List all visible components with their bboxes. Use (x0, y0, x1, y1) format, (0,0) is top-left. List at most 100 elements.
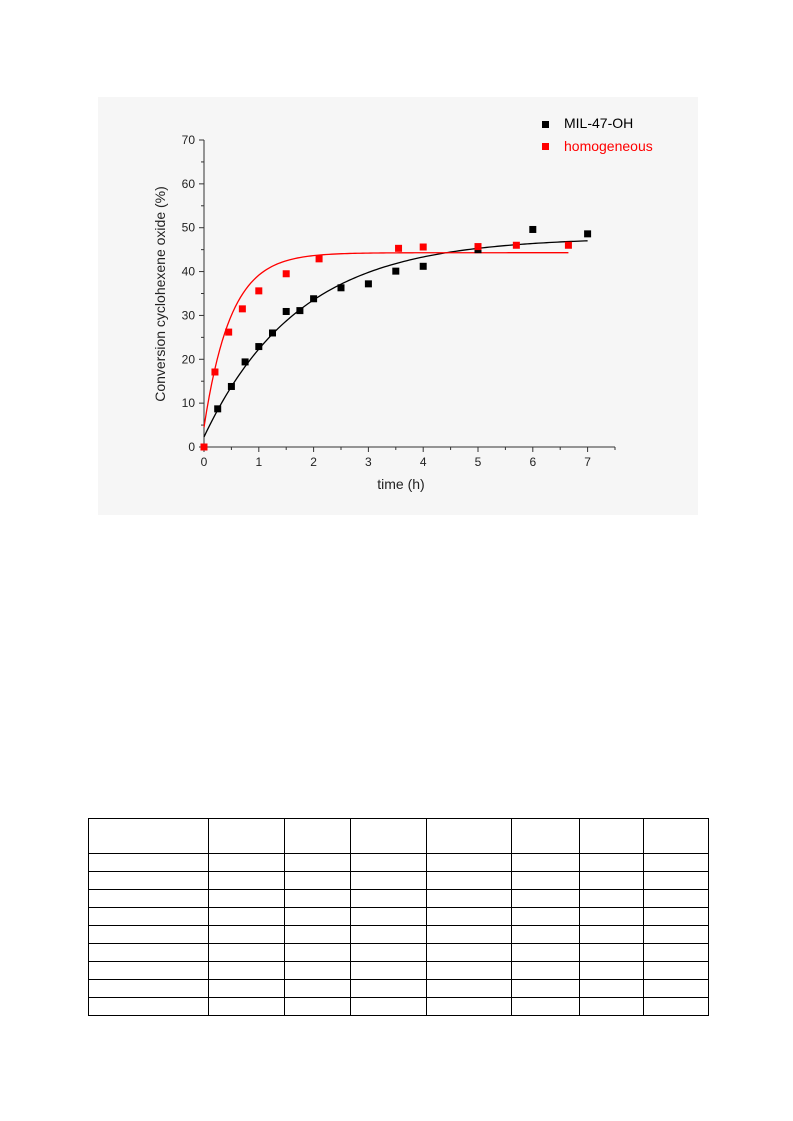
data-point-series-1 (282, 270, 290, 278)
table-cell (88, 961, 209, 980)
y-tick-label: 30 (182, 308, 196, 322)
table-cell (350, 979, 427, 998)
table-cell (643, 853, 709, 872)
legend: MIL-47-OH homogeneous (542, 115, 653, 154)
chart: 0 10 20 30 40 50 60 70 0 1 2 3 4 5 6 7 time (h) Convers… (152, 115, 653, 492)
y-tick-label: 40 (182, 265, 196, 279)
table-cell (643, 979, 709, 998)
data-point-series-1 (564, 241, 572, 249)
table-cell (579, 979, 644, 998)
table-cell (88, 925, 209, 944)
y-tick-label: 50 (182, 221, 196, 235)
data-point-series-0 (584, 230, 592, 238)
x-tick-label: 2 (310, 455, 317, 469)
data-point-series-0 (392, 267, 400, 275)
table-cell (511, 889, 580, 908)
table-cell (426, 943, 512, 962)
x-tick-label: 3 (365, 455, 372, 469)
table-cell (208, 943, 285, 962)
table-cell (643, 943, 709, 962)
table-cell (511, 925, 580, 944)
data-point-series-1 (200, 443, 208, 451)
table-cell (426, 925, 512, 944)
table-row (88, 853, 709, 872)
table-cell (350, 853, 427, 872)
table-cell (284, 979, 351, 998)
table-cell (350, 871, 427, 890)
data-point-series-0 (364, 280, 372, 288)
x-tick-label: 1 (255, 455, 262, 469)
table-cell (284, 853, 351, 872)
table-cell (579, 925, 644, 944)
table-cell (88, 853, 209, 872)
data-points (200, 225, 592, 451)
table-cell (208, 818, 285, 854)
x-tick-label: 0 (201, 455, 208, 469)
data-point-series-1 (238, 305, 246, 313)
fit-curve-1 (203, 252, 569, 428)
x-tick-label: 5 (475, 455, 482, 469)
y-axis-label: Conversion cyclohexene oxide (%) (152, 186, 168, 402)
table-cell (350, 997, 427, 1016)
data-point-series-0 (310, 295, 318, 303)
table-cell (284, 907, 351, 926)
legend-label-homogeneous: homogeneous (564, 138, 653, 154)
table-cell (88, 997, 209, 1016)
table-cell (88, 979, 209, 998)
table-row (88, 943, 709, 962)
table-cell (88, 889, 209, 908)
legend-label-mil-47-oh: MIL-47-OH (564, 115, 633, 131)
table-cell (350, 961, 427, 980)
table-cell (643, 961, 709, 980)
table-cell (350, 943, 427, 962)
table-cell (88, 818, 209, 854)
table-cell (350, 889, 427, 908)
table-cell (511, 961, 580, 980)
data-point-series-0 (227, 382, 235, 390)
figure-panel: 0 10 20 30 40 50 60 70 0 1 2 3 4 5 6 7 time (h) Convers… (98, 97, 698, 515)
data-point-series-0 (529, 225, 537, 233)
table-cell (579, 818, 644, 854)
table-cell (350, 818, 427, 854)
table-cell (426, 889, 512, 908)
table-cell (643, 925, 709, 944)
table-cell (88, 871, 209, 890)
table-cell (643, 997, 709, 1016)
data-point-series-0 (255, 343, 263, 351)
data-point-series-0 (214, 405, 222, 413)
fit-curves (203, 240, 588, 438)
x-axis-label: time (h) (377, 476, 424, 492)
table-cell (426, 979, 512, 998)
table-cell (643, 889, 709, 908)
table-row (88, 925, 709, 944)
data-point-series-1 (512, 241, 520, 249)
table-cell (579, 943, 644, 962)
data-point-series-0 (419, 262, 427, 270)
data-point-series-1 (225, 328, 233, 336)
data-point-series-1 (315, 255, 323, 263)
table-cell (643, 907, 709, 926)
data-point-series-0 (269, 329, 276, 337)
y-tick-label: 0 (188, 440, 195, 454)
table-cell (511, 979, 580, 998)
table-cell (208, 907, 285, 926)
data-point-series-0 (337, 284, 345, 292)
table-cell (88, 907, 209, 926)
data-point-series-1 (395, 244, 403, 252)
legend-marker-homogeneous (542, 143, 549, 150)
table-cell (208, 961, 285, 980)
y-tick-label: 20 (182, 352, 196, 366)
x-tick-label: 6 (529, 455, 536, 469)
table-cell (208, 889, 285, 908)
table-cell (643, 871, 709, 890)
legend-marker-mil-47-oh (542, 121, 549, 128)
table-cell (579, 997, 644, 1016)
table-cell (511, 853, 580, 872)
table-cell (426, 997, 512, 1016)
table-cell (284, 943, 351, 962)
table-row (88, 961, 709, 980)
table-row (88, 889, 709, 908)
table-row (88, 871, 709, 890)
axes: 0 10 20 30 40 50 60 70 0 1 2 3 4 5 6 7 (182, 133, 616, 469)
table-cell (426, 871, 512, 890)
